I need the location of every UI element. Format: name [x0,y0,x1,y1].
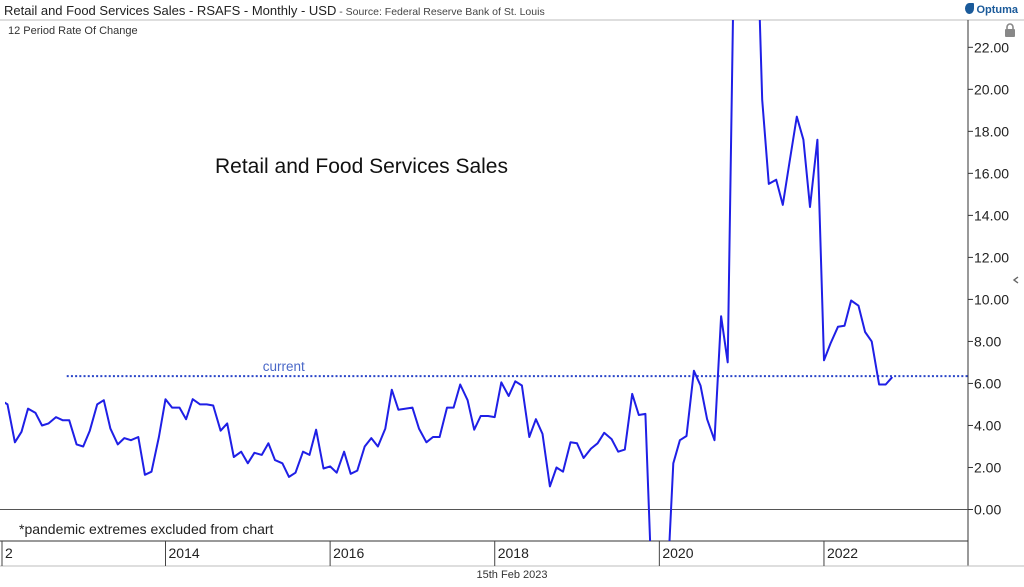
current-reference-label: current [263,359,305,374]
lock-icon-body [1005,29,1015,37]
optuma-logo: Optuma [965,3,1018,16]
lock-icon[interactable] [1005,23,1015,37]
x-tick-label: 2022 [827,545,858,561]
chart-date-label: 15th Feb 2023 [476,569,548,581]
y-tick-label: 0.00 [974,501,1001,517]
y-tick-label: 22.00 [974,39,1009,55]
annotation-title: Retail and Food Services Sales [215,155,508,178]
chart-header: Retail and Food Services Sales - RSAFS -… [0,0,1024,20]
x-tick-label: 2014 [169,545,200,561]
optuma-logo-text: Optuma [976,4,1018,16]
x-tick-label: 2016 [333,545,364,561]
y-tick-label: 8.00 [974,333,1001,349]
x-tick-label: 2 [5,545,13,561]
y-tick-label: 12.00 [974,249,1009,265]
optuma-logo-icon [965,3,975,14]
x-tick-label: 2020 [662,545,693,561]
y-tick-label: 10.00 [974,291,1009,307]
x-tick-label: 2018 [498,545,529,561]
y-tick-label: 16.00 [974,165,1009,181]
y-tick-label: 6.00 [974,375,1001,391]
collapse-chevron-icon[interactable] [1009,272,1021,288]
series-line-0 [5,20,894,541]
y-tick-label: 4.00 [974,417,1001,433]
y-tick-label: 2.00 [974,459,1001,475]
lock-icon-shackle [1006,23,1014,29]
chart-source: - Source: Federal Reserve Bank of St. Lo… [336,6,545,18]
indicator-label: 12 Period Rate Of Change [8,25,138,37]
y-tick-label: 18.00 [974,123,1009,139]
y-tick-label: 14.00 [974,207,1009,223]
chart-title: Retail and Food Services Sales - RSAFS -… [4,3,545,18]
footnote: *pandemic extremes excluded from chart [19,521,274,537]
collapse-chevron-glyph [1012,276,1019,284]
y-tick-label: 20.00 [974,81,1009,97]
